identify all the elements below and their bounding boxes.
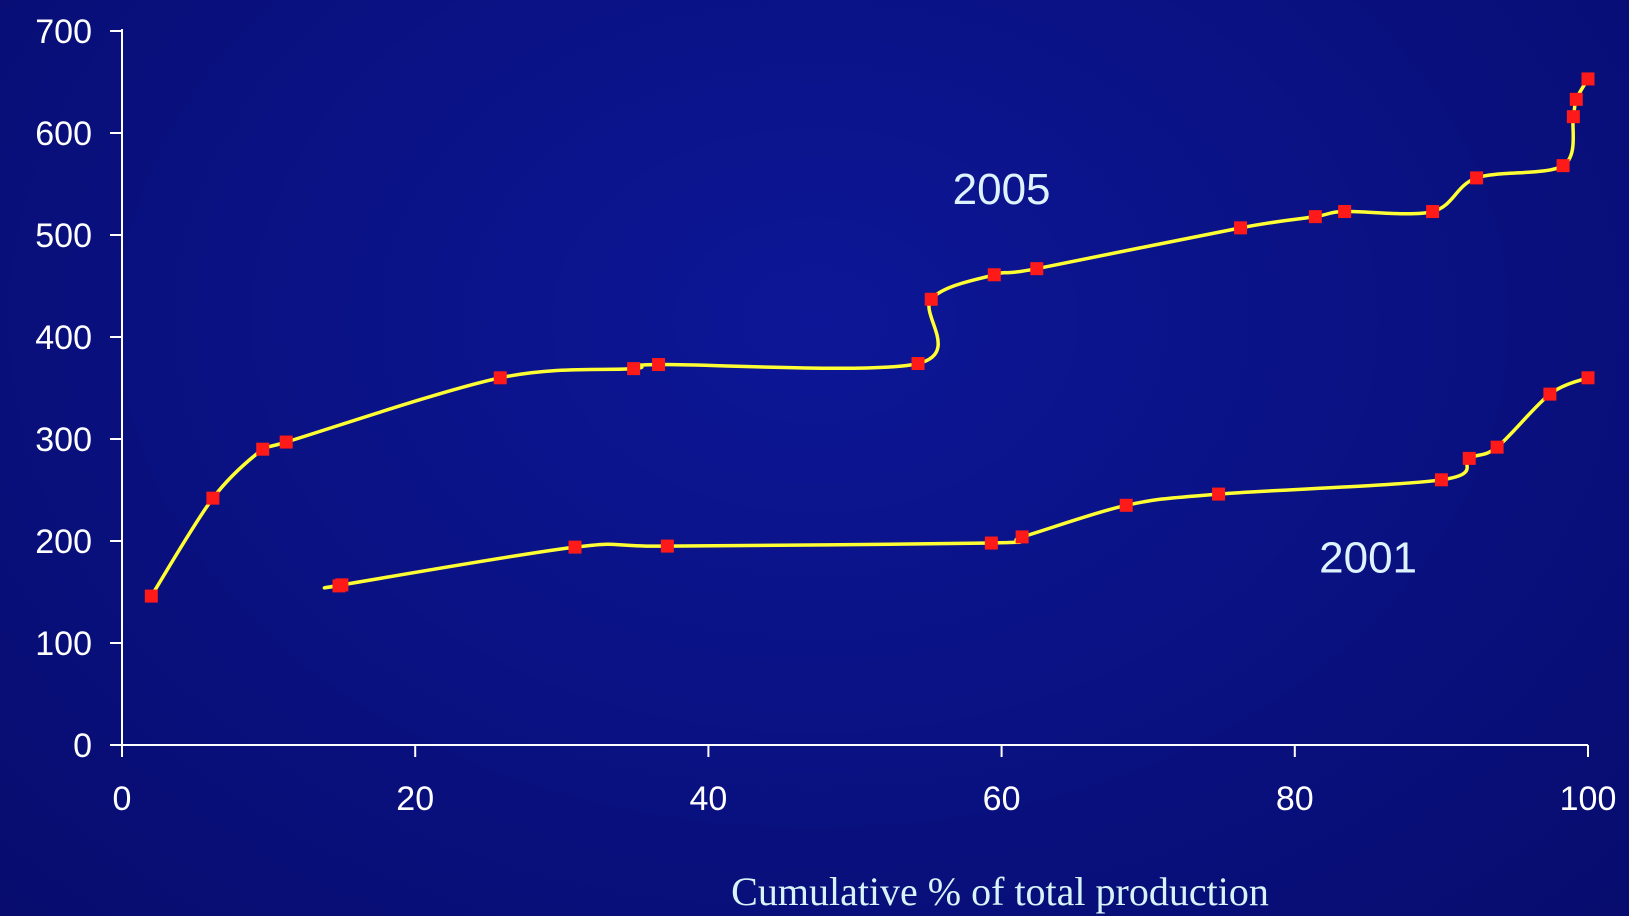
series-labels: 2005 2001	[953, 165, 1417, 582]
y-tick-label: 300	[35, 421, 92, 459]
x-tick-label: 40	[689, 780, 727, 818]
data-point-2005	[911, 357, 925, 371]
x-tick-label: 100	[1560, 780, 1617, 818]
data-point-2005	[1556, 159, 1570, 173]
series-label-2005: 2005	[953, 165, 1051, 214]
data-point-2005	[144, 589, 158, 603]
data-point-2005	[924, 292, 938, 306]
data-point-2005	[1566, 110, 1580, 124]
data-point-2005	[1234, 221, 1248, 235]
data-point-2005	[206, 491, 220, 505]
x-axis-label: Cumulative % of total production	[731, 869, 1269, 914]
data-point-2005	[1308, 210, 1322, 224]
y-tick-label: 200	[35, 523, 92, 561]
data-point-2001	[1462, 451, 1476, 465]
axes: 0 100 200 300 400 500 600 700 0 20 40 60 80 100	[35, 13, 1616, 818]
data-point-2001	[1434, 473, 1448, 487]
x-tick-label: 0	[113, 780, 132, 818]
data-point-2005	[1338, 205, 1352, 219]
y-tick-label: 500	[35, 217, 92, 255]
y-tick-label: 700	[35, 13, 92, 51]
series-markers	[144, 72, 1595, 603]
series-line-2005	[149, 77, 1590, 598]
data-point-2001	[1581, 371, 1595, 385]
data-point-2005	[1581, 72, 1595, 86]
data-point-2001	[1543, 387, 1557, 401]
data-point-2005	[627, 362, 641, 376]
data-point-2001	[984, 536, 998, 550]
data-point-2001	[1212, 487, 1226, 501]
y-tick-label: 100	[35, 625, 92, 663]
data-point-2001	[1490, 440, 1504, 454]
series-line-2001	[322, 376, 1590, 590]
y-tick-label: 600	[35, 115, 92, 153]
data-point-2005	[1470, 171, 1484, 185]
data-point-2005	[256, 442, 270, 456]
x-tick-label: 60	[983, 780, 1021, 818]
data-point-2001	[1015, 530, 1029, 544]
data-point-2005	[652, 358, 666, 372]
data-point-2005	[987, 268, 1001, 282]
data-point-2005	[279, 435, 293, 449]
data-point-2005	[1426, 205, 1440, 219]
data-point-2001	[1119, 498, 1133, 512]
y-tick-label: 400	[35, 319, 92, 357]
data-point-2005	[1569, 92, 1583, 106]
x-tick-label: 20	[396, 780, 434, 818]
x-tick-label: 80	[1276, 780, 1314, 818]
series-label-2001: 2001	[1319, 533, 1417, 582]
data-point-2001	[335, 578, 349, 592]
series-lines	[149, 77, 1590, 598]
data-point-2001	[660, 539, 674, 553]
data-point-2005	[493, 371, 507, 385]
data-point-2001	[568, 540, 582, 554]
y-tick-label: 0	[73, 727, 92, 765]
data-point-2005	[1030, 262, 1044, 276]
